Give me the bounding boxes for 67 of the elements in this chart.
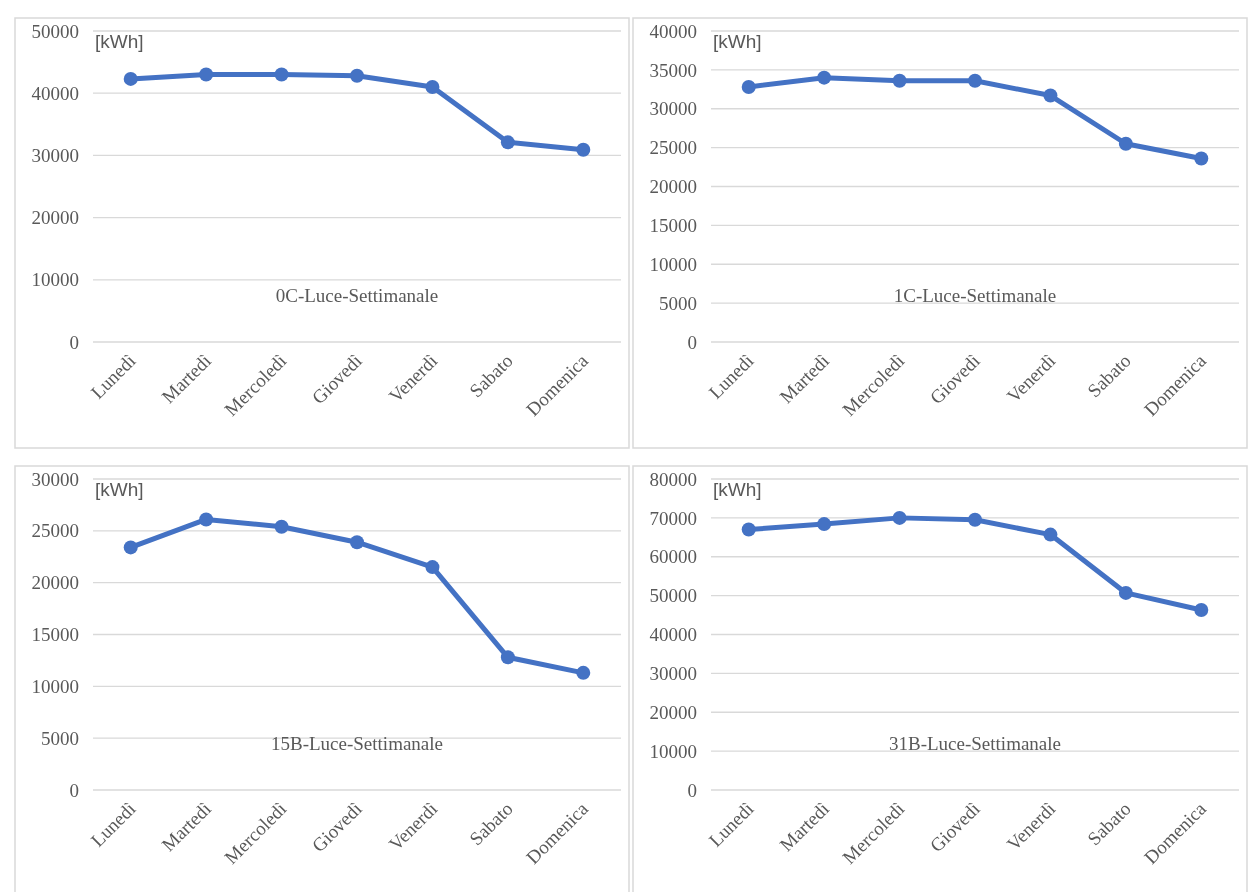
- point: [123, 540, 138, 555]
- y-axis-title: [kWh]: [95, 31, 144, 52]
- y-tick-label: 0: [687, 779, 697, 801]
- y-tick-label: 10000: [31, 269, 79, 291]
- y-tick-label: 30000: [649, 98, 697, 120]
- y-tick-label: 70000: [649, 507, 697, 529]
- y-tick-label: 35000: [649, 59, 697, 81]
- y-tick-label: 10000: [649, 253, 697, 275]
- y-tick-label: 5000: [659, 292, 697, 314]
- y-tick-label: 30000: [31, 468, 79, 490]
- y-tick-label: 50000: [649, 585, 697, 607]
- point: [1194, 151, 1209, 166]
- y-tick-label: 20000: [649, 701, 697, 723]
- point: [274, 519, 289, 534]
- y-tick-label: 0: [69, 331, 79, 353]
- y-tick-label: 10000: [649, 740, 697, 762]
- point: [500, 650, 515, 665]
- point: [576, 142, 591, 157]
- y-tick-label: 20000: [31, 572, 79, 594]
- point: [199, 67, 214, 82]
- y-tick-label: 60000: [649, 546, 697, 568]
- point: [892, 510, 907, 525]
- point: [350, 68, 364, 83]
- point: [1118, 585, 1133, 600]
- y-axis-title: [kWh]: [713, 479, 762, 500]
- y-tick-label: 40000: [649, 20, 697, 42]
- y-axis-title: [kWh]: [95, 479, 144, 500]
- y-tick-label: 30000: [649, 663, 697, 685]
- point: [123, 71, 138, 86]
- point: [817, 70, 832, 85]
- y-axis-title: [kWh]: [713, 31, 762, 52]
- point: [350, 535, 364, 550]
- y-tick-label: 5000: [41, 727, 79, 749]
- y-tick-label: 30000: [31, 145, 79, 167]
- point: [968, 73, 982, 88]
- y-tick-label: 15000: [31, 624, 79, 646]
- point: [1118, 136, 1133, 151]
- point: [425, 79, 440, 94]
- point: [892, 73, 907, 88]
- point: [1043, 527, 1058, 542]
- point: [1043, 88, 1058, 103]
- point: [199, 512, 214, 527]
- y-tick-label: 40000: [31, 82, 79, 104]
- y-tick-label: 0: [69, 779, 79, 801]
- y-tick-label: 20000: [649, 176, 697, 198]
- y-tick-label: 80000: [649, 468, 697, 490]
- point: [576, 665, 591, 680]
- y-tick-label: 10000: [31, 675, 79, 697]
- point: [968, 512, 982, 527]
- point: [817, 517, 832, 532]
- point: [500, 135, 515, 150]
- point: [274, 67, 289, 82]
- point: [741, 79, 756, 94]
- point: [425, 560, 440, 575]
- text: 15B-Luce-Settimanale: [271, 732, 443, 754]
- y-tick-label: 25000: [31, 520, 79, 542]
- y-tick-label: 25000: [649, 137, 697, 159]
- y-tick-label: 0: [687, 331, 697, 353]
- y-tick-label: 40000: [649, 624, 697, 646]
- y-tick-label: 15000: [649, 215, 697, 237]
- text: 0C-Luce-Settimanale: [275, 284, 439, 306]
- text: 31B-Luce-Settimanale: [889, 732, 1061, 754]
- point: [741, 522, 756, 537]
- point: [1194, 603, 1209, 618]
- text: 1C-Luce-Settimanale: [893, 284, 1057, 306]
- y-tick-label: 50000: [31, 20, 79, 42]
- y-tick-label: 20000: [31, 207, 79, 229]
